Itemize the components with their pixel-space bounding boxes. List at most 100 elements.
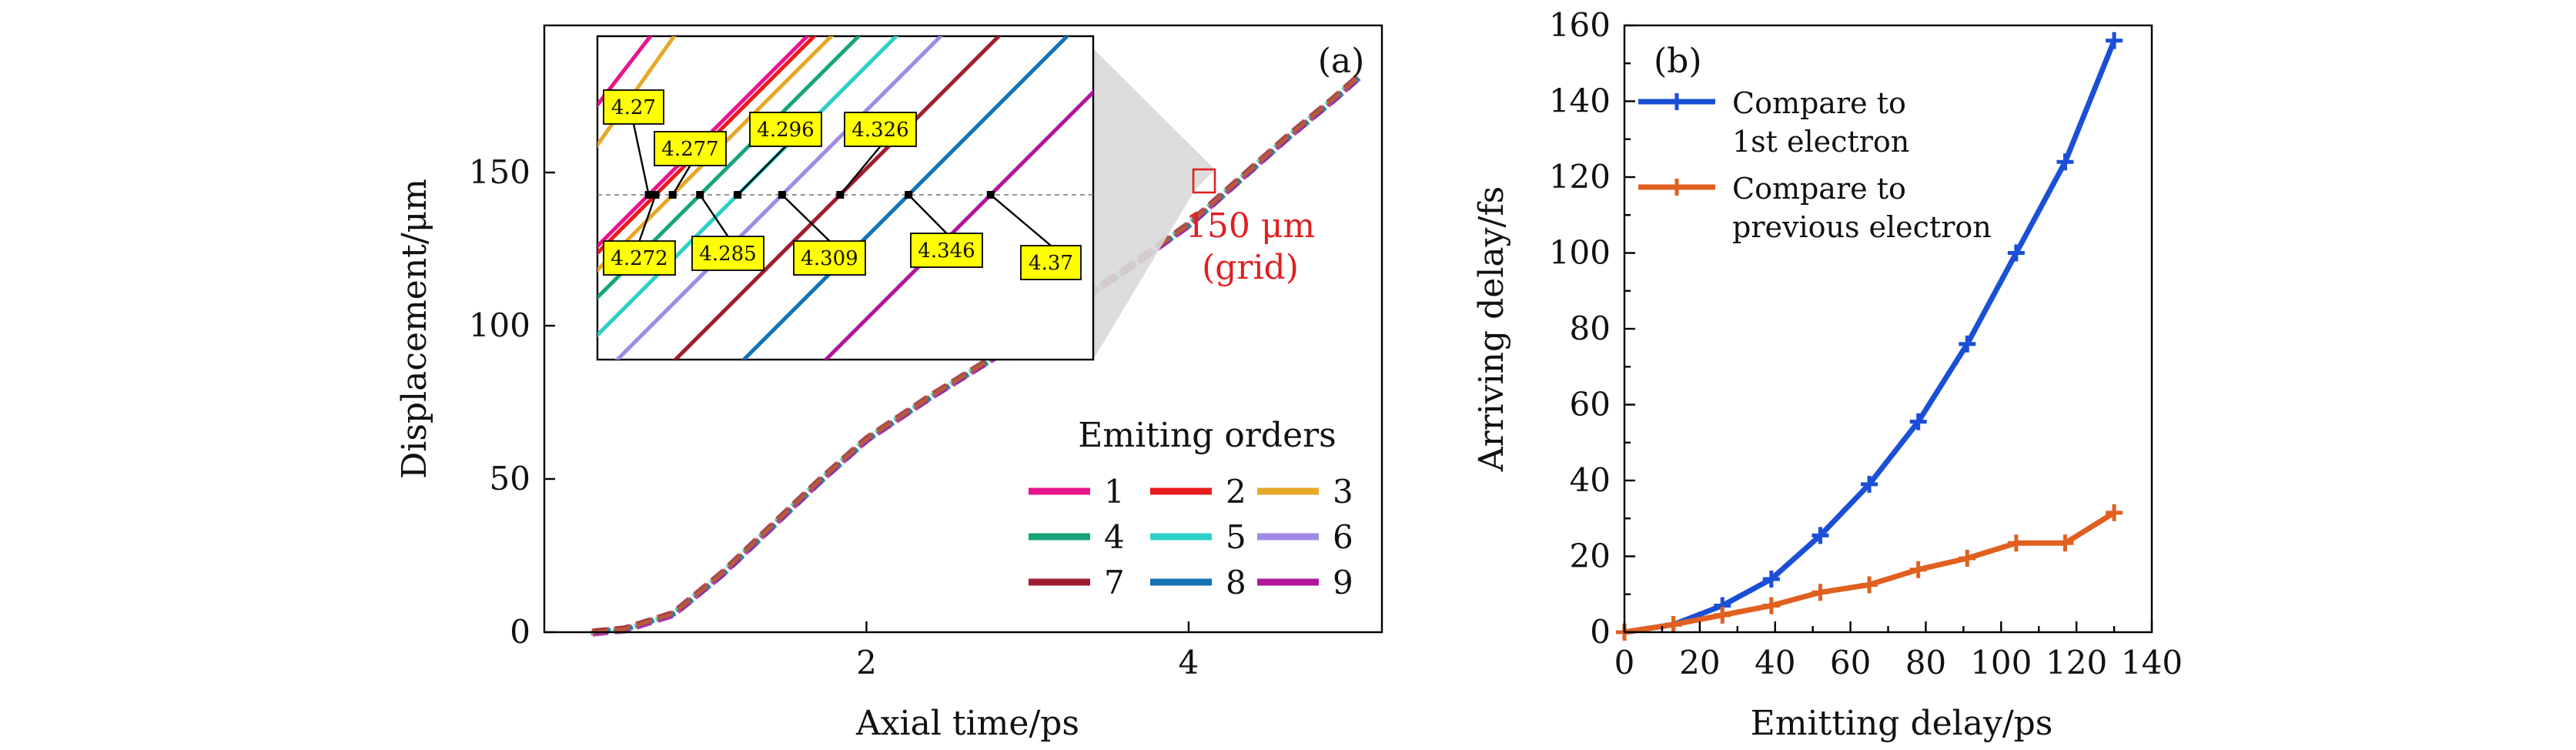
panel-b-label: (b) — [1654, 42, 1702, 81]
grid-marker-box — [1192, 168, 1216, 194]
series-2-point-8 — [2007, 534, 2025, 552]
b-y-tick-label-6: 120 — [1549, 158, 1611, 196]
inset-tag-top-1-leader — [671, 165, 691, 196]
panel-a-legend: 1 2 3 4 5 6 7 8 9 — [1029, 473, 1353, 601]
series-2-point-9 — [2056, 534, 2074, 552]
b-y-tick-label-5: 100 — [1549, 234, 1611, 272]
b-y-tick-label-3: 60 — [1570, 386, 1611, 424]
legend-label-order-9: 9 — [1333, 564, 1353, 601]
inset-tag-top-2-text: 4.296 — [757, 119, 814, 142]
series-2-point-10 — [2106, 504, 2123, 521]
panel-b: 0 20 40 60 80 100 120 140020406080100120140160 … — [1472, 6, 2183, 743]
inset-tag-bottom-2-text: 4.309 — [801, 247, 858, 270]
series-2-point-4 — [1812, 584, 1829, 601]
legend-label-series-1-line2: 1st electron — [1732, 125, 1909, 159]
y-tick-label-2: 100 — [469, 306, 530, 344]
inset-tag-bottom-3-leader — [908, 194, 948, 234]
inset-tag-top-3-box — [844, 112, 917, 147]
x-tick-label-1: 4 — [1179, 644, 1199, 681]
inset-tag-bottom-3: 4.346 — [908, 194, 983, 268]
series-1-point-7 — [1959, 335, 1976, 353]
b-y-tick-label-0: 0 — [1590, 613, 1611, 651]
inset-tag-bottom-0-text: 4.272 — [611, 247, 667, 270]
panel-b-legend: Compare to 1st electron Compare to previ… — [1638, 86, 1992, 244]
grid-annotation-line1: 150 μm — [1186, 206, 1315, 246]
inset-tag-bottom-1-text: 4.285 — [699, 243, 756, 266]
legend-label-series-2-line2: previous electron — [1732, 210, 1992, 244]
series-2-point-2 — [1714, 606, 1731, 624]
b-y-tick-label-4: 80 — [1570, 310, 1611, 347]
legend-label-series-1-line1: Compare to — [1732, 86, 1906, 120]
series-2-point-1 — [1664, 616, 1682, 634]
inset-tag-bottom-4-leader — [989, 194, 1052, 246]
inset-tag-top-0-box — [603, 89, 664, 125]
y-tick-label-3: 150 — [469, 153, 530, 191]
b-x-tick-label-3: 60 — [1830, 644, 1871, 681]
panel-a-ticks: 2 4 0 50 100 150 — [469, 153, 1199, 681]
panel-b-series — [1616, 32, 2123, 641]
b-y-tick-label-1: 20 — [1570, 537, 1611, 575]
x-tick-label-0: 2 — [856, 644, 877, 681]
inset-tag-bottom-0-box — [603, 240, 676, 276]
panel-a-trajectories — [590, 74, 1363, 637]
legend-label-order-7: 7 — [1104, 564, 1125, 601]
inset-tag-bottom-2: 4.309 — [781, 194, 866, 276]
series-1-point-4 — [1812, 527, 1829, 544]
inset-tag-top-2-leader — [737, 146, 787, 196]
inset-tag-top-0-text: 4.27 — [611, 96, 656, 119]
series-2-point-7 — [1959, 549, 1976, 567]
inset-tag-top-2: 4.296 — [737, 112, 822, 196]
inset-tag-bottom-1-box — [691, 236, 764, 271]
b-x-tick-label-4: 80 — [1905, 644, 1946, 681]
inset-tag-bottom-2-box — [793, 240, 866, 276]
trajectory-overlay — [592, 75, 1360, 634]
b-x-tick-label-5: 100 — [1970, 644, 2032, 681]
inset-tag-top-2-box — [749, 112, 822, 147]
inset-tag-bottom-0: 4.272 — [603, 194, 676, 276]
inset-tag-top-3-leader — [839, 146, 882, 196]
series-1-point-10 — [2106, 32, 2123, 49]
inset-tag-top-3-text: 4.326 — [851, 119, 908, 142]
legend-label-order-2: 2 — [1226, 473, 1246, 511]
legend-title: Emiting orders — [1078, 416, 1337, 455]
b-x-tick-label-7: 140 — [2121, 644, 2183, 681]
series-2-point-6 — [1909, 561, 1927, 578]
inset-tag-top-1: 4.277 — [654, 131, 727, 196]
panel-b-xlabel: Emitting delay/ps — [1751, 704, 2053, 743]
legend-label-order-5: 5 — [1226, 518, 1246, 556]
b-x-tick-label-0: 0 — [1614, 644, 1635, 681]
inset-tag-bottom-1-leader — [699, 194, 729, 237]
series-1-point-3 — [1762, 571, 1780, 588]
panel-a-ylabel: Displacement/μm — [395, 179, 434, 479]
inset-tag-top-1-text: 4.277 — [661, 138, 718, 161]
legend-label-order-4: 4 — [1104, 518, 1125, 556]
inset-tag-bottom-4-box — [1020, 245, 1082, 280]
panel-a-xlabel: Axial time/ps — [855, 704, 1079, 743]
legend-label-order-6: 6 — [1333, 518, 1353, 556]
legend-label-order-3: 3 — [1333, 473, 1353, 511]
inset-tag-bottom-0-leader — [638, 194, 657, 242]
y-tick-label-0: 0 — [510, 613, 530, 651]
b-x-tick-label-6: 120 — [2046, 644, 2107, 681]
b-y-tick-label-7: 140 — [1549, 82, 1611, 120]
inset-tag-bottom-2-leader — [781, 194, 831, 242]
panel-b-ylabel: Arriving delay/fs — [1472, 186, 1511, 472]
legend-label-series-2-line1: Compare to — [1732, 172, 1906, 206]
series-1-point-6 — [1909, 413, 1927, 430]
panel-a: 2 4 0 50 100 150 (a) Axial time/ps Displaceme… — [395, 24, 1383, 743]
inset-tag-top-0-leader — [632, 123, 650, 196]
b-y-tick-label-8: 160 — [1549, 6, 1611, 44]
inset-tag-bottom-1: 4.285 — [691, 194, 764, 271]
b-y-tick-label-2: 40 — [1570, 461, 1611, 499]
inset-tag-top-3: 4.326 — [839, 112, 917, 196]
panel-a-frame — [543, 24, 1383, 634]
inset-tag-bottom-3-text: 4.346 — [918, 239, 975, 263]
inset-zoom-panel: 4.274.277 4.296 4.326 4.272 4.285 4.309 4.346 4… — [596, 35, 1095, 361]
b-x-tick-label-1: 20 — [1679, 644, 1720, 681]
inset-tag-bottom-3-box — [910, 233, 983, 268]
inset-line-extra-b — [597, 36, 654, 109]
series-1-point-5 — [1861, 475, 1878, 493]
series-1-point-8 — [2007, 244, 2025, 262]
grid-annotation-line2: (grid) — [1202, 248, 1299, 287]
